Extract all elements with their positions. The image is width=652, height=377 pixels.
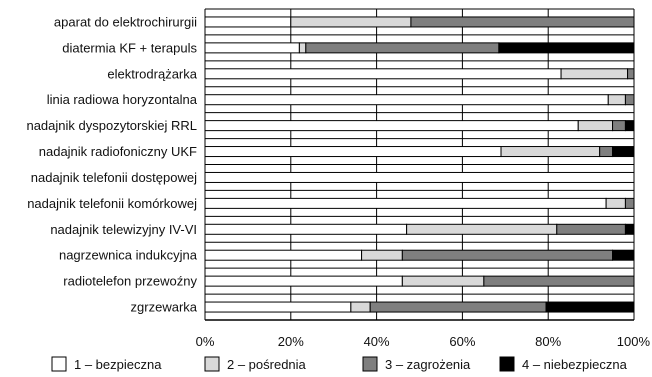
bar-segment-2 xyxy=(577,120,614,132)
bar-segment-1 xyxy=(204,197,607,209)
bar-segment-4 xyxy=(612,249,635,261)
bar-segment-3 xyxy=(410,16,635,28)
x-tick-label: 40% xyxy=(364,334,390,349)
category-label: nadajnik radiofoniczny UKF xyxy=(39,144,197,159)
bar-segment-1 xyxy=(204,146,502,158)
bar-segment-1 xyxy=(204,249,363,261)
category-label: linia radiowa horyzontalna xyxy=(47,92,198,107)
bar-segment-2 xyxy=(350,301,371,313)
bars xyxy=(204,16,635,313)
bar-segment-3 xyxy=(599,146,614,158)
legend-swatch-3 xyxy=(362,356,378,372)
bar-segment-1 xyxy=(204,42,300,54)
bar-segment-2 xyxy=(290,16,412,28)
bar-segment-4 xyxy=(545,301,635,313)
legend-label-3: 3 – zagrożenia xyxy=(385,357,471,372)
bar-segment-4 xyxy=(498,42,635,54)
x-tick-label: 60% xyxy=(449,334,475,349)
category-label: nadajnik telefonii dostępowej xyxy=(31,170,197,185)
category-label: radiotelefon przewoźny xyxy=(63,274,197,289)
x-tick-label: 0% xyxy=(196,334,215,349)
bar-segment-3 xyxy=(369,301,547,313)
bar-segment-1 xyxy=(204,275,403,287)
bar-segment-1 xyxy=(204,171,635,183)
x-tick-label: 80% xyxy=(535,334,561,349)
x-tick-labels: 0% 20% 40% 60% 80% 100% xyxy=(196,334,651,349)
legend-swatch-1 xyxy=(51,356,67,372)
bar-segment-3 xyxy=(624,197,635,209)
x-tick-label: 100% xyxy=(617,334,651,349)
legend-swatch-2 xyxy=(204,356,220,372)
bar-segment-3 xyxy=(483,275,635,287)
bar-segment-2 xyxy=(361,249,403,261)
category-label: zgrzewarka xyxy=(131,300,198,315)
bar-segment-3 xyxy=(556,223,626,235)
bar-segment-1 xyxy=(204,94,609,106)
grid-lines xyxy=(204,9,635,320)
bar-segment-2 xyxy=(298,42,307,54)
category-label: diatermia KF + terapuls xyxy=(62,40,197,55)
legend-swatch-4 xyxy=(499,356,515,372)
category-label: elektrodrążarka xyxy=(107,66,197,81)
bar-segment-2 xyxy=(560,68,629,80)
bar-segment-3 xyxy=(401,249,614,261)
category-label: nadajnik telewizyjny IV-VI xyxy=(50,222,197,237)
bar-segment-2 xyxy=(500,146,601,158)
bar-segment-1 xyxy=(204,223,408,235)
bar-segment-1 xyxy=(204,120,579,132)
bar-segment-2 xyxy=(605,197,626,209)
bar-segment-4 xyxy=(624,223,635,235)
bar-segment-2 xyxy=(607,94,626,106)
bar-segment-1 xyxy=(204,16,292,28)
bar-segment-1 xyxy=(204,301,352,313)
plot-frame xyxy=(205,8,634,321)
bar-segment-4 xyxy=(624,120,635,132)
legend-label-1: 1 – bezpieczna xyxy=(74,357,162,372)
category-label: nagrzewnica indukcyjna xyxy=(59,248,198,263)
legend-label-2: 2 – pośrednia xyxy=(227,357,307,372)
bar-segment-4 xyxy=(612,146,635,158)
bar-segment-2 xyxy=(401,275,485,287)
bar-segment-3 xyxy=(624,94,635,106)
bar-segment-3 xyxy=(627,68,635,80)
category-label: nadajnik telefonii komórkowej xyxy=(27,196,197,211)
category-label: aparat do elektrochirurgii xyxy=(54,14,197,29)
category-labels: aparat do elektrochirurgii diatermia KF +… xyxy=(26,14,197,314)
bar-segment-1 xyxy=(204,68,562,80)
bar-segment-2 xyxy=(406,223,558,235)
bar-segment-3 xyxy=(612,120,626,132)
legend-label-4: 4 – niebezpieczna xyxy=(522,357,628,372)
legend: 1 – bezpieczna 2 – pośrednia 3 – zagrożeni… xyxy=(51,356,628,372)
x-tick-label: 20% xyxy=(278,334,304,349)
category-label: nadajnik dyspozytorskiej RRL xyxy=(26,118,197,133)
bar-segment-3 xyxy=(305,42,500,54)
